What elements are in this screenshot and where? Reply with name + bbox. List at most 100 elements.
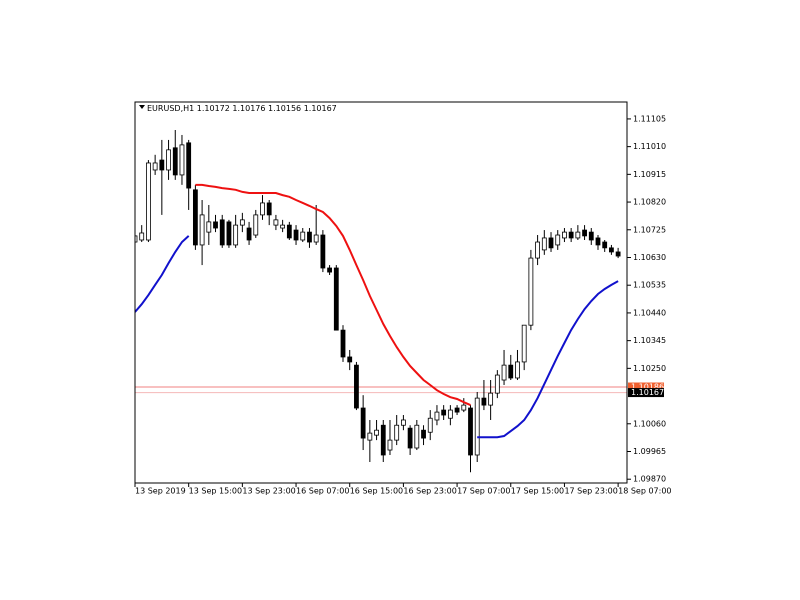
x-tick-label: 16 Sep 23:00 — [403, 487, 456, 496]
candle-body — [266, 202, 272, 216]
y-tick-label: 1.10820 — [633, 198, 666, 207]
candle-body — [354, 364, 359, 409]
y-tick-label: 1.11105 — [633, 114, 666, 123]
candle-body — [179, 144, 185, 176]
candle-body — [146, 162, 151, 241]
candle-body — [360, 407, 366, 439]
candle-body — [374, 429, 379, 436]
candle-body — [367, 432, 373, 441]
y-tick-label: 1.09965 — [633, 447, 666, 456]
plot-area — [135, 130, 627, 473]
x-tick-label: 13 Sep 15:00 — [189, 487, 242, 496]
header-value: 1.10167 — [304, 104, 337, 113]
candle-body — [293, 229, 299, 241]
candle-body — [501, 364, 507, 381]
candle-body — [528, 257, 534, 326]
header-value: 1.10156 — [268, 104, 301, 113]
header-value: 1.10176 — [232, 104, 265, 113]
candle-body — [515, 361, 520, 379]
candle-body — [400, 419, 406, 426]
candle-body — [521, 324, 527, 363]
candle-body — [186, 142, 192, 189]
candle-body — [213, 221, 218, 229]
candle-body — [588, 231, 594, 241]
candle-body — [333, 267, 339, 331]
candle-body — [300, 231, 306, 241]
candle-body — [481, 397, 487, 406]
x-tick-label: 17 Sep 15:00 — [511, 487, 564, 496]
candle-body — [313, 234, 319, 243]
y-tick-label: 1.10060 — [633, 419, 666, 428]
price-label-box — [628, 382, 664, 392]
candle-body — [568, 231, 574, 239]
menu-triangle[interactable] — [139, 105, 145, 109]
candle-body — [387, 439, 393, 451]
candle-body — [172, 147, 178, 176]
candle-body — [280, 224, 286, 229]
candle-body — [535, 241, 540, 259]
candle-body — [414, 424, 420, 449]
candle-body — [615, 251, 621, 257]
candle-body — [380, 424, 386, 456]
candle-body — [239, 219, 245, 226]
price-label: 1.10186 — [631, 383, 664, 392]
candle-body — [320, 234, 326, 269]
candle-body — [595, 237, 601, 246]
x-tick-label: 13 Sep 2019 — [135, 487, 186, 496]
candle-body — [166, 149, 171, 171]
candle-body — [441, 409, 447, 416]
candle-body — [468, 407, 473, 456]
candle-body — [602, 241, 608, 249]
candle-body — [192, 189, 198, 246]
candle-body — [199, 214, 205, 246]
candle-body — [447, 409, 453, 419]
candle-body — [541, 237, 547, 251]
candle-body — [152, 162, 158, 171]
indicator-line — [135, 235, 619, 439]
candle-body — [159, 159, 165, 171]
chart-header: EURUSD,H1 1.10172 1.10176 1.10156 1.1016… — [147, 104, 337, 113]
y-tick-label: 1.10345 — [633, 336, 666, 345]
y-tick-label: 1.10440 — [633, 308, 666, 317]
candle-body — [555, 234, 561, 246]
indicator-line — [195, 183, 471, 407]
candle-body — [307, 231, 312, 243]
candle-body — [253, 214, 259, 236]
candle-body — [340, 329, 346, 358]
price-label: 1.10167 — [631, 388, 664, 397]
x-tick-label: 16 Sep 15:00 — [350, 487, 403, 496]
candle-body — [575, 231, 581, 239]
candle-body — [454, 407, 460, 413]
candle-body — [139, 232, 145, 241]
candle-body — [246, 227, 252, 241]
x-tick-label: 16 Sep 07:00 — [296, 487, 349, 496]
y-tick-label: 1.11010 — [633, 142, 666, 151]
y-tick-label: 1.10725 — [633, 225, 666, 234]
x-tick-label: 17 Sep 23:00 — [564, 487, 617, 496]
price-label-box — [628, 388, 664, 398]
candle-body — [609, 247, 614, 253]
y-tick-label: 1.10535 — [633, 281, 666, 290]
candle-body — [206, 221, 212, 233]
candle-body — [488, 392, 494, 406]
candle-body — [347, 356, 353, 363]
candle-body — [407, 427, 413, 449]
candle-body — [508, 364, 514, 379]
candle-body — [582, 229, 587, 237]
candle-body — [434, 411, 440, 421]
candle-body — [219, 219, 225, 246]
candle-body — [327, 267, 332, 273]
candle-body — [461, 404, 467, 411]
candle-body — [286, 224, 292, 239]
candle-body — [273, 219, 279, 226]
x-tick-label: 18 Sep 07:00 — [618, 487, 671, 496]
plot-frame — [134, 101, 628, 484]
candle-body — [226, 221, 232, 246]
y-tick-label: 1.09870 — [633, 475, 666, 484]
x-tick-label: 17 Sep 07:00 — [457, 487, 510, 496]
candle-body — [233, 224, 239, 246]
candle-body — [394, 424, 400, 441]
y-tick-label: 1.10915 — [633, 170, 666, 179]
